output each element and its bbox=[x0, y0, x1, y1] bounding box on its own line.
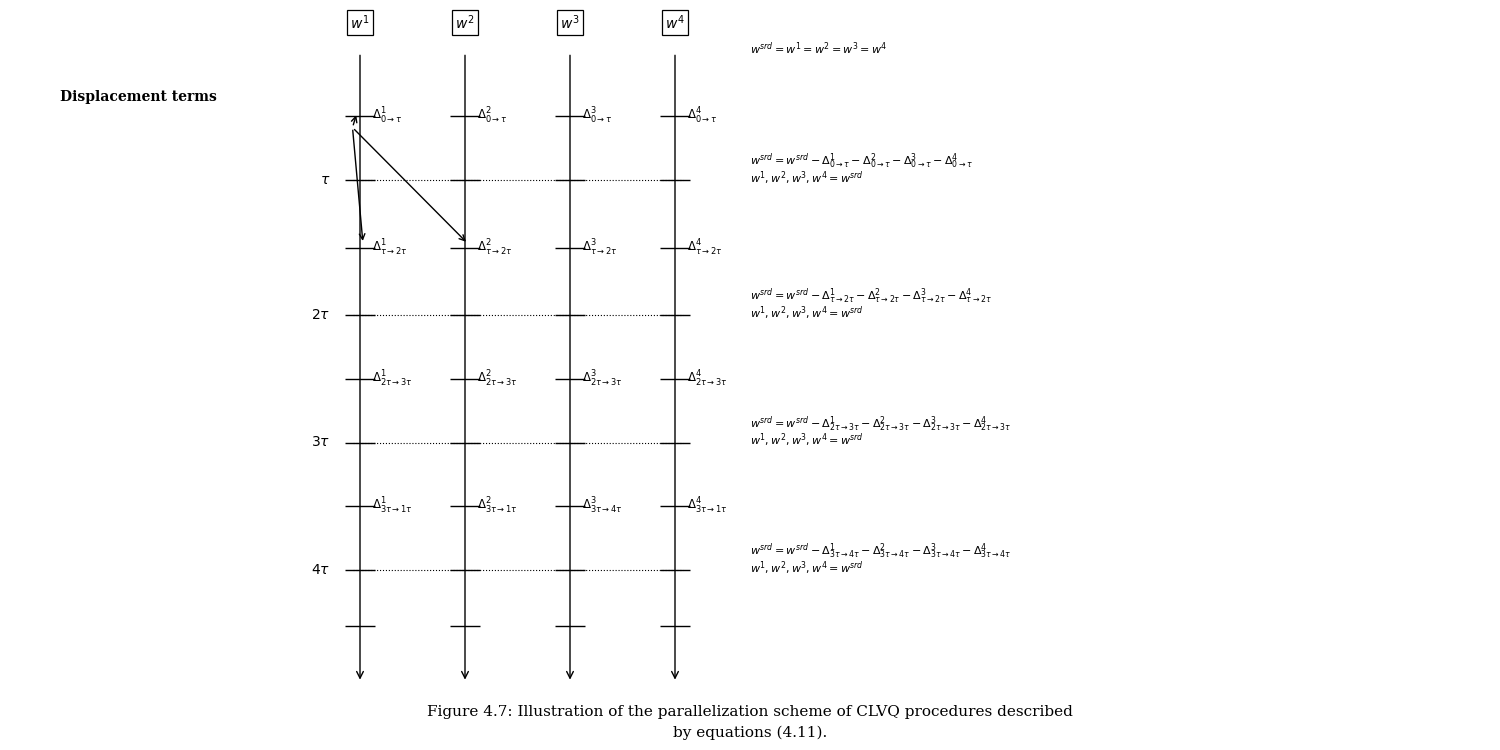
Text: $\Delta^2_{0\to\tau}$: $\Delta^2_{0\to\tau}$ bbox=[477, 106, 507, 126]
Text: $\Delta^3_{\tau\to 2\tau}$: $\Delta^3_{\tau\to 2\tau}$ bbox=[582, 238, 618, 257]
Text: Displacement terms: Displacement terms bbox=[60, 91, 217, 104]
Text: $\Delta^3_{0\to\tau}$: $\Delta^3_{0\to\tau}$ bbox=[582, 106, 612, 126]
Text: $w^{srd} = w^{srd} - \Delta^1_{3\tau\to 4\tau} - \Delta^2_{3\tau\to 4\tau} - \De: $w^{srd} = w^{srd} - \Delta^1_{3\tau\to … bbox=[750, 542, 1011, 561]
Text: $\Delta^1_{3\tau\to 1\tau}$: $\Delta^1_{3\tau\to 1\tau}$ bbox=[372, 496, 413, 516]
Text: $\Delta^1_{\tau\to 2\tau}$: $\Delta^1_{\tau\to 2\tau}$ bbox=[372, 238, 408, 257]
Text: $w^{srd} = w^{srd} - \Delta^1_{0\to\tau} - \Delta^2_{0\to\tau} - \Delta^3_{0\to\: $w^{srd} = w^{srd} - \Delta^1_{0\to\tau}… bbox=[750, 152, 974, 171]
Text: $w^4$: $w^4$ bbox=[664, 13, 686, 32]
Text: $w^1, w^2, w^3, w^4 = w^{srd}$: $w^1, w^2, w^3, w^4 = w^{srd}$ bbox=[750, 169, 864, 187]
Text: $w^1$: $w^1$ bbox=[351, 13, 369, 32]
Text: $w^3$: $w^3$ bbox=[561, 13, 579, 32]
Text: $\Delta^2_{3\tau\to 1\tau}$: $\Delta^2_{3\tau\to 1\tau}$ bbox=[477, 496, 518, 516]
Text: $\Delta^3_{2\tau\to 3\tau}$: $\Delta^3_{2\tau\to 3\tau}$ bbox=[582, 369, 622, 388]
Text: $\Delta^2_{2\tau\to 3\tau}$: $\Delta^2_{2\tau\to 3\tau}$ bbox=[477, 369, 518, 388]
Text: $4\tau$: $4\tau$ bbox=[310, 563, 330, 577]
Text: $w^1, w^2, w^3, w^4 = w^{srd}$: $w^1, w^2, w^3, w^4 = w^{srd}$ bbox=[750, 304, 864, 322]
Text: $3\tau$: $3\tau$ bbox=[310, 436, 330, 449]
Text: $w^{srd} = w^{srd} - \Delta^1_{\tau\to 2\tau} - \Delta^2_{\tau\to 2\tau} - \Delt: $w^{srd} = w^{srd} - \Delta^1_{\tau\to 2… bbox=[750, 286, 992, 306]
Text: $\Delta^4_{3\tau\to 1\tau}$: $\Delta^4_{3\tau\to 1\tau}$ bbox=[687, 496, 728, 516]
Text: $\Delta^1_{0\to\tau}$: $\Delta^1_{0\to\tau}$ bbox=[372, 106, 402, 126]
Text: $\Delta^4_{0\to\tau}$: $\Delta^4_{0\to\tau}$ bbox=[687, 106, 717, 126]
Text: $w^1, w^2, w^3, w^4 = w^{srd}$: $w^1, w^2, w^3, w^4 = w^{srd}$ bbox=[750, 431, 864, 449]
Text: $w^2$: $w^2$ bbox=[456, 13, 474, 32]
Text: $\tau$: $\tau$ bbox=[320, 173, 330, 187]
Text: $\Delta^1_{2\tau\to 3\tau}$: $\Delta^1_{2\tau\to 3\tau}$ bbox=[372, 369, 413, 388]
Text: $w^{srd} = w^1 = w^2 = w^3 = w^4$: $w^{srd} = w^1 = w^2 = w^3 = w^4$ bbox=[750, 40, 888, 57]
Text: $\Delta^3_{3\tau\to 4\tau}$: $\Delta^3_{3\tau\to 4\tau}$ bbox=[582, 496, 622, 516]
Text: $w^{srd} = w^{srd} - \Delta^1_{2\tau\to 3\tau} - \Delta^2_{2\tau\to 3\tau} - \De: $w^{srd} = w^{srd} - \Delta^1_{2\tau\to … bbox=[750, 414, 1011, 434]
Text: Figure 4.7: Illustration of the parallelization scheme of CLVQ procedures descri: Figure 4.7: Illustration of the parallel… bbox=[427, 705, 1072, 740]
Text: $2\tau$: $2\tau$ bbox=[310, 308, 330, 322]
Text: $\Delta^4_{2\tau\to 3\tau}$: $\Delta^4_{2\tau\to 3\tau}$ bbox=[687, 369, 728, 388]
Text: $w^1, w^2, w^3, w^4 = w^{srd}$: $w^1, w^2, w^3, w^4 = w^{srd}$ bbox=[750, 559, 864, 577]
Text: $\Delta^4_{\tau\to 2\tau}$: $\Delta^4_{\tau\to 2\tau}$ bbox=[687, 238, 723, 257]
Text: $\Delta^2_{\tau\to 2\tau}$: $\Delta^2_{\tau\to 2\tau}$ bbox=[477, 238, 513, 257]
